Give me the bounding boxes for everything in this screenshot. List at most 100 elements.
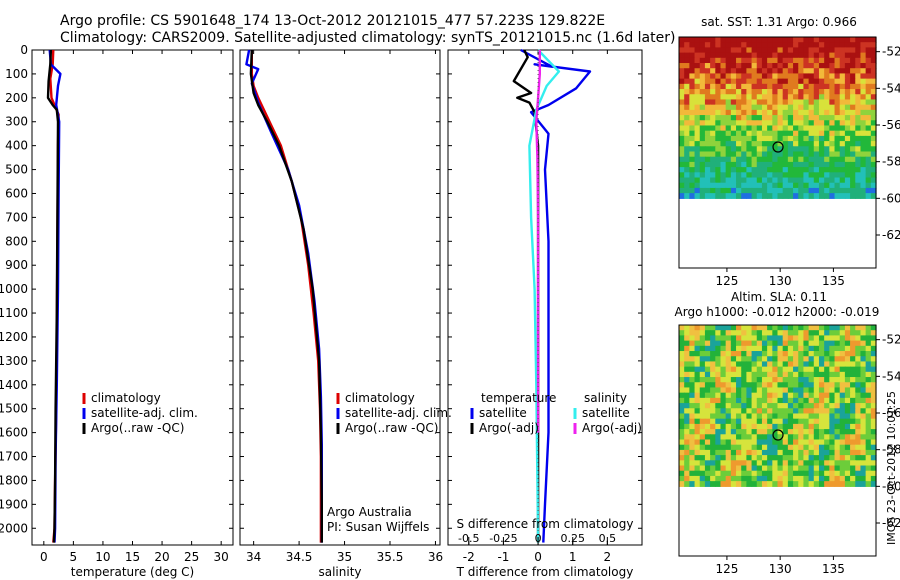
sst-map-cell [844,120,851,127]
sst-map-cell [725,177,732,184]
sla-map-cell [720,439,727,446]
sst-map-cell [855,182,862,189]
sla-map-cell [813,361,820,368]
sla-map-cell [704,434,711,441]
sla-map-cell [824,366,830,373]
sst-map-cell [777,52,784,59]
sla-map-cell [720,387,727,394]
sla-map-cell [679,392,685,399]
sla-map-cell [767,356,773,363]
sst-map-cell [818,172,825,179]
sst-map-cell [803,130,810,137]
sla-map-cell [715,455,722,461]
sst-map-cell [813,109,820,116]
figure-title-line2: Climatology: CARS2009. Satellite-adjuste… [60,30,676,46]
sla-map-cell [756,382,763,389]
sst-map-cell [715,193,722,199]
sst-map-cell [684,47,690,54]
sst-map-cell [855,104,862,111]
sla-map-cell [834,377,841,383]
sla-map-cell [684,408,690,415]
sla-map-cell [715,418,722,425]
sla-map-cell [824,356,830,363]
sst-map-cell [777,146,784,153]
difference-xlabel: T difference from climatology [456,565,634,579]
sla-map-cell [679,470,685,477]
sst-map-cell [730,151,737,158]
sst-map-cell [772,78,779,85]
sst-map-cell [761,83,768,90]
sla-map-cell [725,455,732,461]
sst-map-cell [684,120,690,127]
sst-map-cell [720,99,727,106]
sst-map-cell [777,104,784,111]
sla-map-cell [746,340,753,347]
sla-map-cell [824,382,830,389]
sst-map-cell [772,156,779,163]
sst-map-cell [865,73,872,80]
sst-map-cell [704,167,711,173]
sla-map-cell [824,455,830,461]
sla-map-cell [803,465,810,472]
sst-map-cell [808,115,815,121]
sla-map-cell [839,325,846,331]
sst-map-cell [855,130,862,137]
sla-map-cell [850,330,856,336]
sst-map-cell [834,146,841,153]
sla-map-cell [808,444,815,451]
sst-map-cell [704,125,711,132]
sst-map-cell [808,94,815,101]
sst-map-axes-frame [678,36,877,269]
sst-map-cell [777,78,784,85]
sla-map-cell [761,325,768,331]
sla-map-cell [855,455,862,461]
sst-map-cell [694,172,701,179]
sst-map-cell [798,187,805,194]
sst-map-cell [710,172,716,179]
sla-map-cell [818,356,825,363]
sla-map-cell [855,351,862,357]
sst-map-cell [829,156,836,163]
sla-map-cell [730,377,737,383]
sla-map-cell [850,403,856,409]
sst-map-cell [824,57,830,64]
sla-map-cell [746,434,753,441]
sla-map-cell [844,470,851,477]
sla-map-cell [699,449,706,456]
sst-map-cell [756,182,763,189]
sla-map-cell [850,449,856,456]
sst-map-cell [741,42,747,48]
sst-map-cell [870,177,877,184]
sst-map-cell [798,130,805,137]
sst-map-cell [870,104,877,111]
sst-map-cell [793,151,799,158]
sst-map-cell [855,89,862,95]
sst-map-cell [694,37,701,43]
sst-map-cell [839,94,846,101]
sst-map-cell [798,47,805,54]
sla-map-cell [834,356,841,363]
sla-map-cell [761,351,768,357]
sla-map-cell [844,460,851,467]
sst-map-cell [844,151,851,158]
sst-map-cell [710,187,716,194]
sla-map-cell [777,356,784,363]
sst-map-cell [860,187,867,194]
sla-map-cell [813,356,820,363]
sst-map-cell [870,182,877,189]
difference-xtick-label: -2 [463,550,475,564]
sst-map-cell [772,182,779,189]
sst-map-cell [839,115,846,121]
sla-map-cell [767,408,773,415]
sla-map-cell [829,335,836,342]
sla-map-cell [798,371,805,378]
sst-map-cell [855,156,862,163]
sla-map-cell [689,335,696,342]
sla-map-axes-frame [678,324,877,557]
sla-map-cell [803,351,810,357]
sla-map-cell [834,418,841,425]
sst-map-cell [860,89,867,95]
sst-map-cell [756,130,763,137]
sst-map-cell [756,104,763,111]
sla-map-cell [746,330,753,336]
